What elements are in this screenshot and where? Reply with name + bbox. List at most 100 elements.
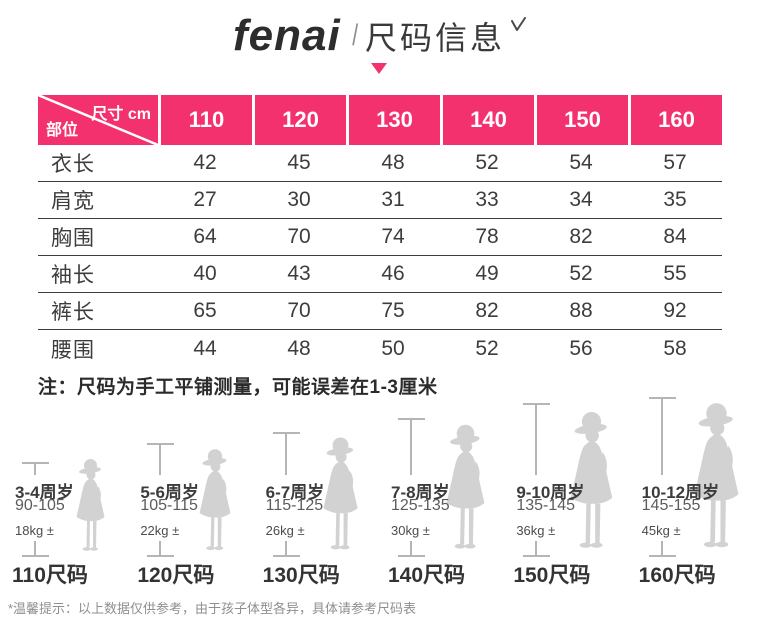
height-range-label: 145-155 <box>641 497 701 514</box>
ruler-bottom-bar <box>147 555 175 557</box>
size-guide-group: 7-8周岁 125-135 30kg ± 140尺码 <box>380 393 505 593</box>
ruler-top-bar <box>147 443 175 445</box>
column-header: 130 <box>349 95 440 145</box>
size-value: 65 <box>193 299 217 322</box>
ruler-bottom-bar <box>397 555 425 557</box>
weight-label: 36kg ± <box>516 523 556 538</box>
size-value: 49 <box>475 262 499 285</box>
column-header: 110 <box>161 95 252 145</box>
size-value: 56 <box>569 336 593 360</box>
girl-silhouette-icon <box>76 459 104 551</box>
size-value: 40 <box>193 262 217 285</box>
ruler-bottom-bar <box>648 555 676 557</box>
column-header: 150 <box>537 95 628 145</box>
size-value: 42 <box>193 151 217 174</box>
separator: / <box>351 19 358 52</box>
size-value: 52 <box>475 151 499 174</box>
height-range-label: 135-145 <box>516 497 576 514</box>
size-value: 30 <box>287 188 311 211</box>
size-code-label: 110尺码 <box>12 564 88 587</box>
weight-label: 18kg ± <box>15 523 54 538</box>
ruler-bottom-stem <box>284 541 287 555</box>
ruler-bottom-stem <box>660 541 663 555</box>
weight-label: 45kg ± <box>641 523 681 538</box>
ruler-top-stem <box>535 405 538 475</box>
ruler-top-stem <box>409 420 412 475</box>
column-header: 120 <box>255 95 346 145</box>
size-value: 70 <box>287 225 311 248</box>
table-row: 袖长 40 43 46 49 52 55 <box>38 256 722 293</box>
ruler-top-stem <box>159 445 162 475</box>
age-range-label: 9-10周岁 <box>516 483 585 502</box>
row-label: 袖长 <box>51 264 95 287</box>
table-row: 胸围 64 70 74 78 82 84 <box>38 219 722 256</box>
ruler-top-stem <box>660 399 663 475</box>
girl-silhouette-icon <box>199 449 231 551</box>
size-value: 57 <box>663 151 687 174</box>
measurement-note: 注：尺码为手工平铺测量，可能误差在1-3厘米 <box>38 377 438 398</box>
page-title: 尺码信息 <box>365 20 506 56</box>
girl-silhouette-icon <box>323 437 358 550</box>
size-value: 92 <box>663 299 687 322</box>
column-header: 160 <box>631 95 722 145</box>
ruler-bottom-stem <box>535 541 538 555</box>
size-value: 82 <box>475 299 499 322</box>
table-body: 衣长 42 45 48 52 54 57 肩宽 27 30 31 33 34 35 胸围 64 70 7… <box>38 145 722 367</box>
table-row: 肩宽 27 30 31 33 34 35 <box>38 182 722 219</box>
age-range-label: 3-4周岁 <box>15 483 74 502</box>
row-label: 腰围 <box>51 338 95 362</box>
size-value: 75 <box>381 299 405 322</box>
row-label: 肩宽 <box>51 190 95 213</box>
size-value: 33 <box>475 188 499 211</box>
size-value: 52 <box>475 336 499 360</box>
size-code-label: 150尺码 <box>513 564 591 587</box>
row-label: 裤长 <box>51 301 95 324</box>
size-value: 50 <box>381 336 405 360</box>
ruler-bottom-bar <box>22 555 49 557</box>
row-label: 胸围 <box>51 227 95 250</box>
weight-label: 22kg ± <box>140 523 180 538</box>
age-range-label: 6-7周岁 <box>265 483 325 502</box>
size-value: 48 <box>381 151 405 174</box>
ruler-top-bar <box>523 403 551 405</box>
ruler-top-stem <box>34 464 36 475</box>
brand-logo: fenai <box>232 11 341 60</box>
size-guide-group: 10-12周岁 145-155 45kg ± 160尺码 <box>631 393 756 593</box>
size-table: 尺寸 cm 部位 110 120 130 140 150 160 衣长 42 45… <box>38 95 722 367</box>
corner-label-part: 部位 <box>46 122 79 139</box>
size-value: 46 <box>381 262 405 285</box>
size-value: 35 <box>663 188 687 211</box>
size-value: 78 <box>475 225 499 248</box>
ruler-top-bar <box>22 462 49 464</box>
ruler-top-bar <box>272 432 300 434</box>
height-range-label: 90-105 <box>15 497 65 514</box>
weight-label: 30kg ± <box>390 523 430 538</box>
size-guide-group: 3-4周岁 90-105 18kg ± 110尺码 <box>4 393 129 593</box>
size-value: 84 <box>663 225 687 248</box>
footer-tip: *温馨提示：以上数据仅供参考，由于孩子体型各异，具体请参考尺码表 <box>8 601 417 616</box>
age-range-label: 10-12周岁 <box>641 483 720 502</box>
diagonal-line <box>38 95 158 145</box>
size-code-label: 120尺码 <box>137 564 215 587</box>
girl-silhouette-icon <box>694 403 739 548</box>
ruler-bottom-bar <box>523 555 551 557</box>
height-range-label: 125-135 <box>390 497 450 514</box>
height-range-label: 105-115 <box>140 497 198 514</box>
girl-silhouette-icon <box>447 424 485 549</box>
table-row: 腰围 44 48 50 52 56 58 <box>38 330 722 367</box>
size-guide-group: 5-6周岁 105-115 22kg ± 120尺码 <box>129 393 254 593</box>
table-row: 裤长 65 70 75 82 88 92 <box>38 293 722 330</box>
size-value: 82 <box>569 225 593 248</box>
size-value: 34 <box>569 188 593 211</box>
size-guide-group: 9-10周岁 135-145 36kg ± 150尺码 <box>505 393 630 593</box>
size-guide-group: 6-7周岁 115-125 26kg ± 130尺码 <box>255 393 380 593</box>
size-code-label: 160尺码 <box>638 564 716 587</box>
corner-cell: 尺寸 cm 部位 <box>38 95 158 145</box>
size-value: 48 <box>287 336 311 360</box>
ruler-top-stem <box>284 434 287 475</box>
size-value: 54 <box>569 151 593 174</box>
size-value: 55 <box>663 262 687 285</box>
size-value: 74 <box>381 225 405 248</box>
table-header-row: 尺寸 cm 部位 110 120 130 140 150 160 <box>38 95 722 145</box>
